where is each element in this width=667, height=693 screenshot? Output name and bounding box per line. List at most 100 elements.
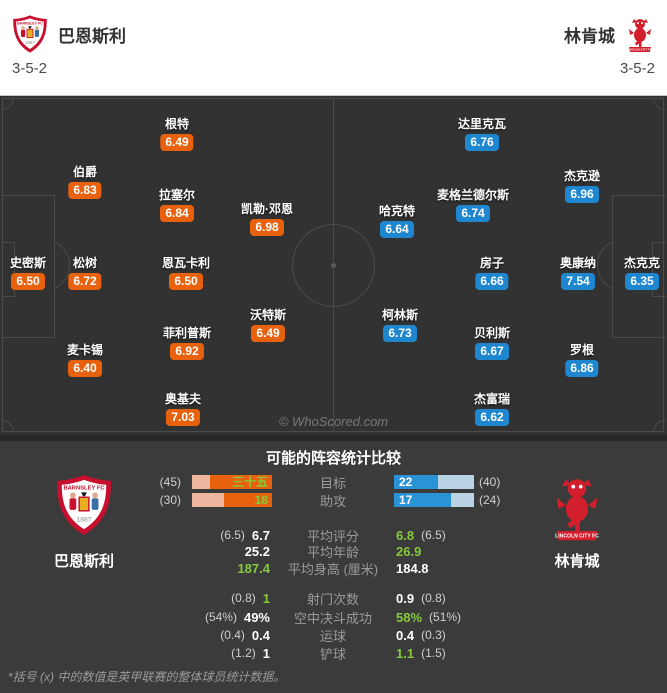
svg-text:LINCOLN CITY FC: LINCOLN CITY FC — [555, 534, 599, 540]
lincoln-imp-icon: LINCOLN CITY FC — [555, 479, 599, 541]
stat-label: 空中决斗成功 — [293, 610, 372, 626]
home-player[interactable]: 伯爵 6.83 — [68, 165, 102, 199]
player-name: 麦格兰德尔斯 — [436, 188, 510, 202]
away-player[interactable]: 麦格兰德尔斯 6.74 — [437, 188, 509, 222]
home-goals-bar: 三十五 — [192, 475, 272, 489]
away-league-value: (24) — [479, 493, 501, 507]
away-player[interactable]: 罗根 6.86 — [565, 343, 599, 377]
away-player[interactable]: 达里克瓦 6.76 — [458, 117, 506, 151]
player-rating-badge: 6.50 — [11, 273, 45, 290]
home-league-value: (54%) — [204, 610, 237, 624]
home-player[interactable]: 凯勒·邓恩 6.98 — [241, 202, 293, 236]
stats-footnote: *括号 (x) 中的数值是英甲联赛的整体球员统计数据。 — [8, 670, 286, 684]
player-rating-badge: 6.92 — [170, 343, 204, 360]
stats-home-team-name: 巴恩斯利 — [53, 553, 114, 570]
home-goals-value: 三十五 — [231, 475, 268, 489]
section-divider — [0, 435, 667, 441]
player-rating-badge: 6.64 — [380, 221, 414, 238]
home-value: 187.4 — [237, 560, 270, 576]
stat-label: 平均年龄 — [306, 544, 359, 560]
player-name: 松树 — [72, 256, 98, 270]
home-team-header[interactable]: BARNSLEY FC 1887 巴恩斯利 — [12, 14, 126, 54]
barnsley-crest-icon: BARNSLEY FC 1887 — [56, 475, 112, 535]
player-rating-badge: 6.66 — [475, 273, 509, 290]
stat-label: 射门次数 — [306, 591, 359, 607]
away-value: 0.4 — [396, 627, 415, 643]
svg-text:BARNSLEY FC: BARNSLEY FC — [17, 21, 43, 25]
home-player[interactable]: 麦卡锡 6.40 — [67, 343, 103, 377]
away-goals-bar: 22 — [394, 475, 474, 489]
stat-row-shots: (0.8) 1 射门次数 0.9 (0.8) — [0, 590, 667, 607]
away-goals-value: 22 — [399, 475, 413, 489]
away-league-value: (51%) — [429, 610, 462, 624]
player-rating-badge: 6.67 — [475, 343, 509, 360]
stat-label: 目标 — [319, 475, 346, 491]
player-name: 奥康纳 — [559, 256, 597, 270]
player-rating-badge: 6.40 — [68, 360, 102, 377]
home-player[interactable]: 根特 6.49 — [160, 117, 194, 151]
pitch-penalty-area-left — [2, 195, 55, 338]
home-league-value: (45) — [159, 475, 181, 489]
svg-text:BARNSLEY FC: BARNSLEY FC — [63, 486, 105, 492]
player-name: 贝利斯 — [473, 326, 511, 340]
svg-text:1887: 1887 — [76, 516, 91, 523]
player-name: 柯林斯 — [381, 308, 419, 322]
home-league-value: (30) — [159, 493, 181, 507]
player-rating-badge: 6.98 — [250, 219, 284, 236]
home-league-value: (0.8) — [231, 591, 256, 605]
home-player[interactable]: 史密斯 6.50 — [10, 256, 46, 290]
home-formation: 3-5-2 — [12, 60, 48, 77]
away-value: 184.8 — [396, 560, 429, 576]
home-value: 0.4 — [251, 627, 270, 643]
home-league-value: (0.4) — [220, 628, 245, 642]
away-player[interactable]: 奥康纳 7.54 — [560, 256, 596, 290]
pitch-center-circle — [292, 224, 375, 307]
home-team-name: 巴恩斯利 — [58, 26, 126, 46]
player-rating-badge: 6.50 — [169, 273, 203, 290]
away-player[interactable]: 杰克逊 6.96 — [564, 169, 600, 203]
home-player[interactable]: 拉塞尔 6.84 — [159, 188, 195, 222]
player-rating-badge: 6.84 — [160, 205, 194, 222]
home-value: 1 — [262, 645, 270, 661]
stat-row-aerials-won: (54%) 49% 空中决斗成功 58% (51%) — [0, 609, 667, 626]
away-team-name: 林肯城 — [564, 26, 615, 46]
home-player[interactable]: 松树 6.72 — [68, 256, 102, 290]
home-value: 1 — [262, 590, 270, 606]
away-value: 6.8 — [396, 527, 415, 543]
player-name: 拉塞尔 — [158, 188, 196, 202]
player-rating-badge: 6.73 — [383, 325, 417, 342]
away-player[interactable]: 柯林斯 6.73 — [382, 308, 418, 342]
home-value: 49% — [243, 609, 270, 625]
player-rating-badge: 6.76 — [465, 134, 499, 151]
pitch-center-dot — [331, 263, 336, 268]
away-league-value: (6.5) — [421, 528, 446, 542]
player-name: 达里克瓦 — [457, 117, 507, 131]
stat-label: 平均身高 (厘米) — [287, 561, 379, 577]
pitch-goal-area-right — [652, 242, 665, 297]
player-name: 哈克特 — [378, 204, 416, 218]
player-name: 恩瓦卡利 — [161, 256, 211, 270]
player-name: 房子 — [479, 256, 505, 270]
home-player[interactable]: 奥基夫 7.03 — [165, 392, 201, 426]
player-name: 奥基夫 — [164, 392, 202, 406]
away-player[interactable]: 杰富瑞 6.62 — [474, 392, 510, 426]
away-player[interactable]: 杰克克 6.35 — [624, 256, 660, 290]
home-player[interactable]: 沃特斯 6.49 — [250, 308, 286, 342]
svg-text:1887: 1887 — [25, 40, 35, 45]
away-player[interactable]: 哈克特 6.64 — [379, 204, 415, 238]
away-team-header[interactable]: 林肯城 LINCOLN CITY FC — [564, 14, 655, 54]
away-league-value: (40) — [479, 475, 501, 489]
home-league-value: (1.2) — [231, 646, 256, 660]
player-rating-badge: 6.72 — [68, 273, 102, 290]
home-assists-value: 18 — [254, 493, 268, 507]
away-player[interactable]: 房子 6.66 — [475, 256, 509, 290]
stat-label: 运球 — [319, 628, 346, 644]
away-player[interactable]: 贝利斯 6.67 — [474, 326, 510, 360]
player-rating-badge: 7.03 — [166, 409, 200, 426]
pitch-penalty-area-right — [612, 195, 665, 338]
home-player[interactable]: 菲利普斯 6.92 — [163, 326, 211, 360]
home-value: 25.2 — [244, 543, 270, 559]
home-player[interactable]: 恩瓦卡利 6.50 — [162, 256, 210, 290]
barnsley-crest-icon: BARNSLEY FC 1887 — [13, 15, 47, 53]
player-name: 罗根 — [569, 343, 595, 357]
